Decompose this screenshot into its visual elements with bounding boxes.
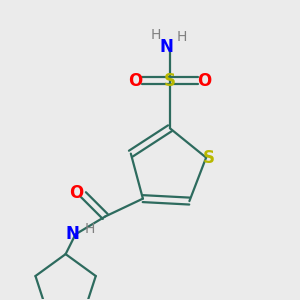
Text: S: S [164, 72, 176, 90]
Text: O: O [69, 184, 84, 202]
Text: S: S [203, 148, 215, 166]
Text: N: N [66, 225, 80, 243]
Text: H: H [177, 30, 187, 44]
Text: H: H [151, 28, 161, 42]
Text: O: O [197, 72, 212, 90]
Text: O: O [128, 72, 142, 90]
Text: N: N [160, 38, 174, 56]
Text: H: H [84, 222, 94, 236]
